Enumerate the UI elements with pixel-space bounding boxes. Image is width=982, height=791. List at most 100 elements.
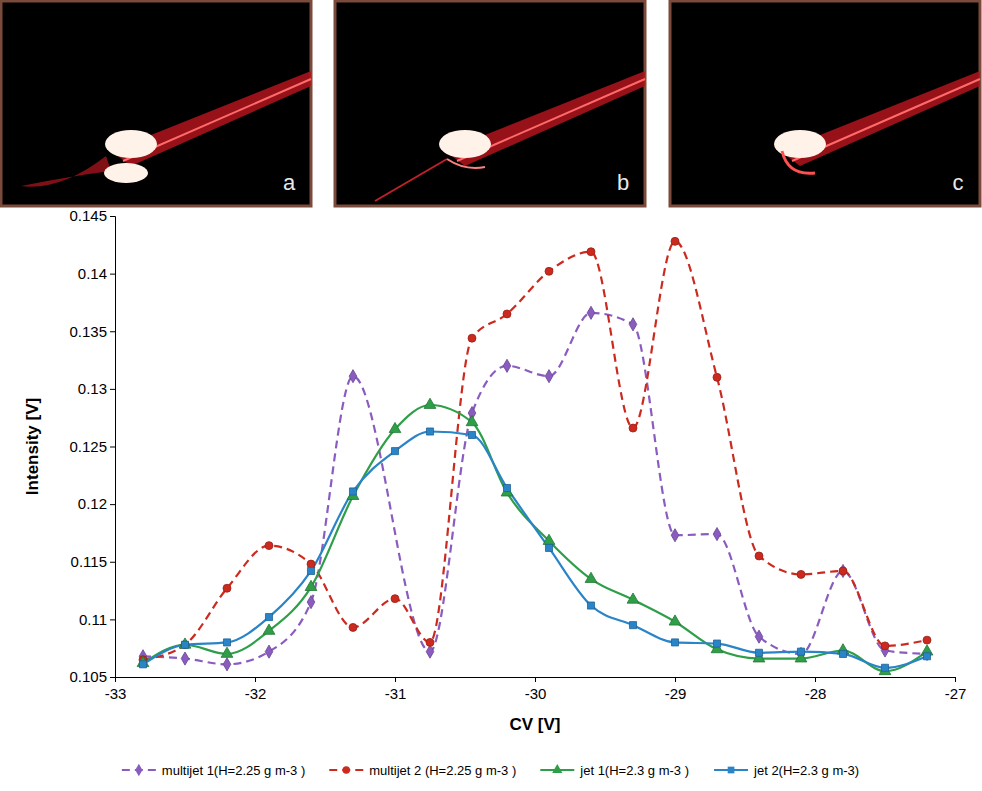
x-tick-label: -33 — [105, 685, 127, 702]
y-tick: 0.14 — [78, 265, 115, 282]
y-axis-line — [110, 217, 116, 678]
photo-panel: c — [670, 1, 980, 206]
series-line — [143, 432, 927, 668]
meniscus — [447, 159, 485, 168]
x-tick: -27 — [945, 677, 967, 702]
data-point — [263, 624, 275, 634]
data-point — [265, 542, 273, 550]
data-point — [629, 622, 636, 629]
y-tick-mark — [110, 504, 115, 505]
photo-frame — [335, 1, 645, 206]
legend-marker — [728, 767, 735, 774]
y-tick: 0.115 — [71, 553, 115, 570]
data-point — [755, 649, 762, 656]
data-point — [881, 642, 889, 650]
data-point — [713, 640, 720, 647]
x-tick-mark — [675, 677, 676, 682]
legend-item: multijet 2 (H=2.25 g m-3 ) — [329, 763, 516, 778]
y-tick-label: 0.145 — [69, 207, 107, 224]
data-point — [503, 310, 511, 318]
data-point — [179, 638, 191, 648]
jet — [375, 159, 447, 201]
data-point — [669, 615, 681, 625]
data-point — [587, 602, 594, 609]
series-line — [143, 241, 927, 659]
data-point — [349, 370, 357, 383]
data-point — [349, 488, 356, 495]
x-tick-label: -29 — [665, 685, 687, 702]
x-tick-label: -28 — [805, 685, 827, 702]
y-tick-label: 0.12 — [78, 495, 107, 512]
legend-label: multijet 1(H=2.25 g m-3 ) — [162, 763, 305, 778]
x-tick-mark — [255, 677, 256, 682]
data-point — [671, 529, 679, 542]
photo-panel: b — [335, 1, 645, 206]
data-point — [587, 306, 595, 319]
data-point — [839, 567, 847, 575]
x-tick-label: -32 — [245, 685, 267, 702]
y-tick-label: 0.105 — [69, 668, 107, 685]
y-tick-mark — [110, 562, 115, 563]
data-point — [389, 422, 401, 432]
glow — [439, 130, 491, 158]
x-tick: -33 — [105, 677, 127, 702]
data-point — [181, 652, 189, 665]
data-point — [349, 623, 357, 631]
data-point — [223, 584, 231, 592]
data-point — [545, 544, 552, 551]
y-tick-label: 0.11 — [79, 611, 107, 628]
data-point — [545, 267, 553, 275]
data-point — [181, 641, 189, 649]
data-point — [879, 664, 891, 674]
glow — [104, 163, 148, 183]
data-point — [881, 664, 888, 671]
data-point — [797, 648, 804, 655]
legend-label: jet 2(H=2.3 g m-3) — [753, 763, 859, 778]
data-point — [424, 398, 436, 408]
photo-label: a — [283, 170, 296, 195]
x-tick: -31 — [385, 677, 407, 702]
data-point — [307, 567, 314, 574]
y-tick-label: 0.14 — [78, 265, 107, 282]
x-tick: -30 — [525, 677, 547, 702]
series-line — [143, 313, 927, 665]
jet — [21, 156, 111, 187]
photo-label: c — [953, 170, 964, 195]
x-axis-title: CV [V] — [510, 715, 561, 734]
data-point — [755, 630, 763, 643]
data-point — [545, 370, 553, 383]
y-tick: 0.145 — [69, 207, 115, 224]
x-tick: -29 — [665, 677, 687, 702]
y-tick: 0.135 — [69, 323, 115, 340]
data-point — [543, 534, 555, 544]
legend-item: jet 1(H=2.3 g m-3 ) — [540, 763, 689, 778]
data-point — [307, 596, 315, 609]
y-axis: 0.1050.110.1150.120.1250.130.1350.140.14… — [69, 207, 115, 685]
legend-label: multijet 2 (H=2.25 g m-3 ) — [369, 763, 516, 778]
y-tick: 0.11 — [79, 611, 115, 628]
y-tick-mark — [110, 619, 115, 620]
data-point — [923, 636, 931, 644]
data-point — [585, 572, 597, 582]
data-point — [426, 428, 433, 435]
x-tick-label: -31 — [385, 685, 407, 702]
legend-item: jet 2(H=2.3 g m-3) — [714, 763, 859, 778]
y-tick-mark — [110, 677, 115, 678]
legend-marker — [135, 764, 142, 776]
data-point — [265, 614, 272, 621]
x-tick: -32 — [245, 677, 267, 702]
data-point — [265, 645, 273, 658]
y-tick-label: 0.13 — [78, 380, 107, 397]
photo-frame — [670, 1, 980, 206]
data-point — [503, 484, 510, 491]
y-tick-mark — [110, 331, 115, 332]
series-line — [143, 405, 927, 671]
x-tick-mark — [815, 677, 816, 682]
glow — [105, 130, 157, 158]
data-point — [468, 334, 476, 342]
x-tick-mark — [955, 677, 956, 682]
x-tick: -28 — [805, 677, 827, 702]
y-axis-title: Intensity [V] — [23, 398, 42, 495]
x-axis-line — [116, 678, 956, 683]
legend-label: jet 1(H=2.3 g m-3 ) — [579, 763, 689, 778]
